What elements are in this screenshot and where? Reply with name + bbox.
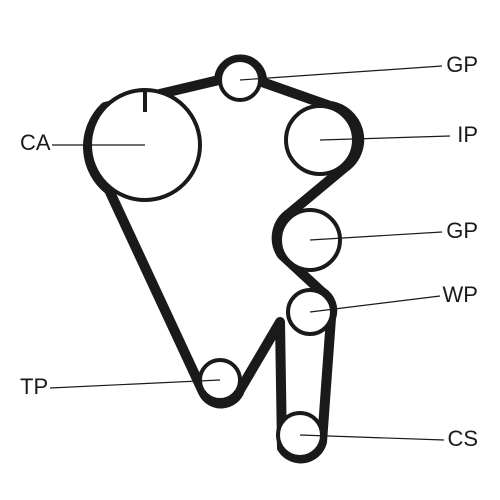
label-tp: TP — [20, 374, 48, 399]
label-gp2: GP — [446, 218, 478, 243]
label-wp: WP — [443, 282, 478, 307]
label-gp1: GP — [446, 52, 478, 77]
label-ip: IP — [457, 122, 478, 147]
belt-diagram: CA GP IP GP WP TP CS — [0, 0, 500, 500]
leader-line — [240, 66, 442, 80]
label-ca: CA — [20, 130, 51, 155]
label-cs: CS — [447, 426, 478, 451]
